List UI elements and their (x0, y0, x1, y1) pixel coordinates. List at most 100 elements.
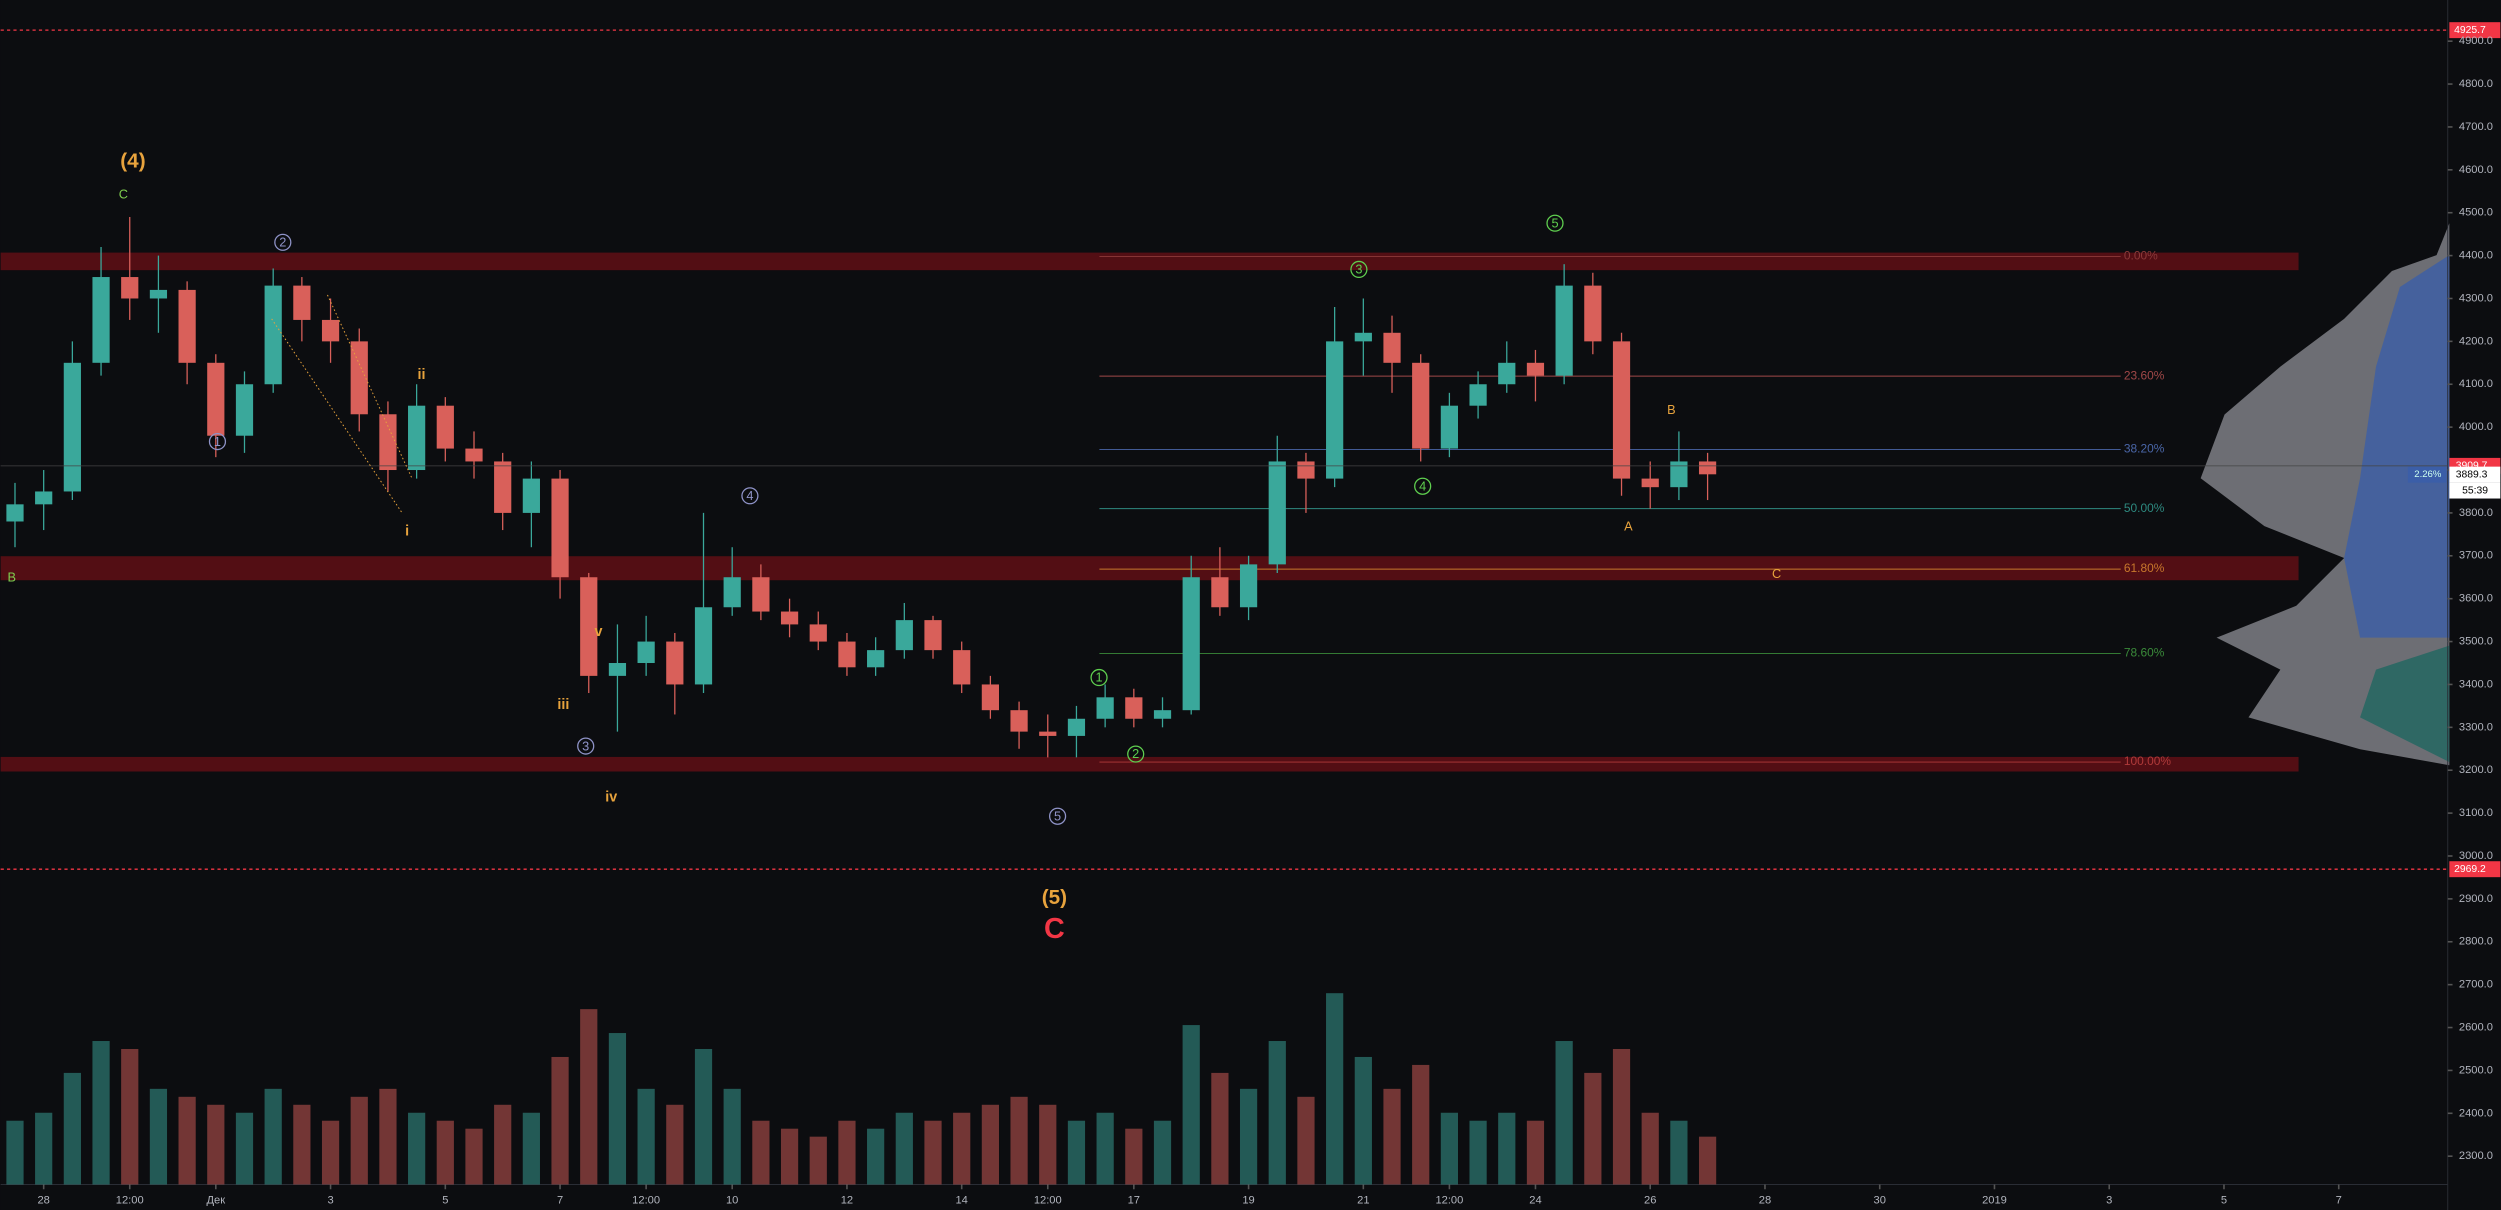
volume-bar (264, 1088, 282, 1185)
y-tick-label: 3800.0 (2459, 507, 2493, 519)
candle-body (1096, 697, 1114, 719)
wave-label: C (1044, 913, 1065, 945)
wave-label: v (594, 624, 602, 640)
zone (0, 756, 2299, 772)
volume-bar (809, 1136, 827, 1185)
fib-label: 78.60% (2124, 646, 2165, 660)
volume-bar (522, 1112, 540, 1185)
wave-circle (741, 487, 759, 505)
volume-bar (694, 1048, 713, 1185)
volume-bar (350, 1096, 368, 1185)
zone (0, 556, 2299, 581)
volume-bar (551, 1056, 569, 1185)
volume-bar (1641, 1112, 1659, 1185)
volume-bar (895, 1112, 913, 1185)
candle-body (637, 641, 655, 664)
candle-body (666, 641, 684, 685)
candle-body (63, 362, 81, 492)
price-tag-label: 2969.2 (2454, 864, 2486, 875)
volume-bar (6, 1120, 24, 1185)
x-tick-label: 5 (2221, 1194, 2227, 1206)
candle-body (1153, 710, 1172, 719)
candle-body (436, 405, 454, 449)
y-tick-label: 3700.0 (2459, 550, 2493, 562)
countdown-box (2449, 482, 2501, 499)
y-tick-label: 2500.0 (2459, 1064, 2493, 1076)
y-tick-label: 2700.0 (2459, 979, 2493, 991)
candle-body (522, 478, 540, 513)
y-tick-label: 2800.0 (2459, 936, 2493, 948)
y-tick-label: 3500.0 (2459, 636, 2493, 648)
candle-body (694, 607, 713, 685)
wave-label: 2 (279, 234, 286, 249)
fib-label: 0.00% (2124, 249, 2158, 263)
volume-bar (1239, 1088, 1258, 1185)
volume-bar (1612, 1048, 1631, 1185)
change-label: 2.26% (2414, 469, 2442, 480)
volume-bar (637, 1088, 655, 1185)
x-tick-label: 3 (327, 1194, 333, 1206)
y-tick-label: 2300.0 (2459, 1150, 2493, 1162)
volume-bar (723, 1088, 741, 1185)
candle-body (1555, 285, 1573, 376)
wave-label: 1 (1096, 670, 1103, 685)
y-tick-label: 4100.0 (2459, 378, 2493, 390)
volume-bar (1383, 1088, 1401, 1185)
x-tick-label: 7 (557, 1194, 563, 1206)
candle-body (293, 285, 311, 320)
candle-body (1326, 341, 1344, 479)
wave-label: (4) (120, 149, 145, 172)
volume-bar (867, 1128, 885, 1185)
candle-body (1211, 577, 1229, 608)
wave-circle (1090, 668, 1108, 687)
y-tick-label: 3400.0 (2459, 678, 2493, 690)
candle-body (92, 277, 110, 363)
volume-bar (752, 1120, 770, 1185)
volume-bar (1297, 1096, 1315, 1185)
wave-label: i (405, 523, 409, 539)
price-tag-label: 4925.7 (2454, 25, 2486, 36)
volume-bar (321, 1120, 340, 1185)
volume-bar (235, 1112, 254, 1185)
y-tick-label: 4600.0 (2459, 164, 2493, 176)
wave-label: iii (557, 697, 569, 713)
y-tick-label: 3200.0 (2459, 764, 2493, 776)
candle-body (551, 478, 569, 578)
x-tick-label: 12:00 (1435, 1194, 1463, 1206)
y-tick-label: 4900.0 (2459, 35, 2493, 47)
y-tick-label: 2600.0 (2459, 1021, 2493, 1033)
candle-body (1440, 405, 1459, 449)
x-tick-label: 12 (841, 1194, 853, 1206)
x-tick-label: 28 (1759, 1194, 1771, 1206)
volume-bar (780, 1128, 799, 1185)
candle-body (408, 405, 426, 471)
wave-circle (1127, 745, 1145, 763)
candle-body (321, 319, 340, 342)
candle-body (149, 289, 168, 299)
wave-label: B (8, 569, 17, 584)
volume-bar (92, 1041, 110, 1185)
wave-circle (1048, 807, 1067, 825)
volume-bar (1268, 1041, 1286, 1185)
volume-bar (1211, 1072, 1229, 1185)
volume-bar (465, 1128, 483, 1185)
volume-profile-value-area (2344, 255, 2450, 638)
wave-circle (208, 432, 227, 451)
wave-label: A (1624, 518, 1633, 533)
trend-line (327, 294, 413, 479)
candle-body (1268, 461, 1286, 565)
candle-body (809, 624, 827, 642)
volume-bar (580, 1009, 598, 1185)
wave-label: 2 (1132, 746, 1139, 761)
wave-circle (1350, 260, 1368, 279)
candle-body (867, 650, 885, 668)
wave-label: 3 (1355, 262, 1362, 277)
volume-bar (608, 1033, 627, 1185)
price-tag (2449, 22, 2501, 39)
volume-bar (1067, 1120, 1086, 1185)
candle-body (465, 448, 483, 462)
price-tag (2449, 861, 2501, 878)
fib-label: 50.00% (2124, 501, 2165, 515)
wave-label: B (1667, 402, 1676, 417)
